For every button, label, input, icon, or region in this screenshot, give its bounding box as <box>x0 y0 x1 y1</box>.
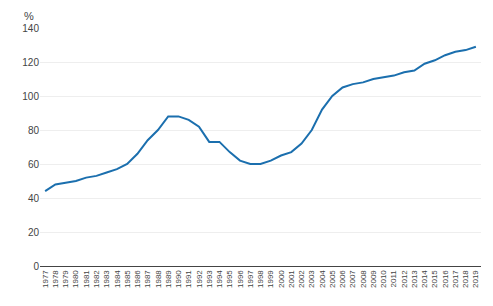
svg-text:2009: 2009 <box>369 270 378 288</box>
svg-text:2012: 2012 <box>400 270 409 288</box>
svg-text:1994: 1994 <box>215 270 224 288</box>
svg-text:1989: 1989 <box>164 270 173 288</box>
svg-text:2008: 2008 <box>359 270 368 288</box>
svg-text:2016: 2016 <box>441 270 450 288</box>
svg-text:1988: 1988 <box>154 270 163 288</box>
svg-text:%: % <box>24 10 34 22</box>
svg-text:1996: 1996 <box>236 270 245 288</box>
svg-text:2003: 2003 <box>307 270 316 288</box>
svg-text:2019: 2019 <box>471 270 480 288</box>
svg-text:2011: 2011 <box>389 270 398 288</box>
svg-text:1995: 1995 <box>225 270 234 288</box>
svg-text:1979: 1979 <box>61 270 70 288</box>
svg-text:140: 140 <box>22 23 39 34</box>
svg-text:2007: 2007 <box>348 270 357 288</box>
svg-text:1997: 1997 <box>246 270 255 288</box>
svg-text:1977: 1977 <box>41 270 50 288</box>
svg-text:2014: 2014 <box>420 270 429 288</box>
svg-text:2002: 2002 <box>297 270 306 288</box>
svg-text:100: 100 <box>22 91 39 102</box>
svg-text:1987: 1987 <box>143 270 152 288</box>
svg-text:1978: 1978 <box>51 270 60 288</box>
svg-text:1983: 1983 <box>102 270 111 288</box>
svg-text:1992: 1992 <box>195 270 204 288</box>
svg-text:2013: 2013 <box>410 270 419 288</box>
svg-text:1993: 1993 <box>205 270 214 288</box>
svg-text:1990: 1990 <box>174 270 183 288</box>
svg-text:0: 0 <box>33 261 39 272</box>
svg-text:1986: 1986 <box>133 270 142 288</box>
svg-text:1991: 1991 <box>184 270 193 288</box>
svg-text:2017: 2017 <box>451 270 460 288</box>
svg-text:2005: 2005 <box>328 270 337 288</box>
svg-text:1984: 1984 <box>113 270 122 288</box>
svg-text:120: 120 <box>22 57 39 68</box>
svg-text:2006: 2006 <box>338 270 347 288</box>
svg-text:2018: 2018 <box>461 270 470 288</box>
svg-text:2000: 2000 <box>277 270 286 288</box>
svg-text:1982: 1982 <box>92 270 101 288</box>
svg-text:1998: 1998 <box>256 270 265 288</box>
svg-text:2010: 2010 <box>379 270 388 288</box>
svg-text:60: 60 <box>28 159 40 170</box>
svg-text:2004: 2004 <box>318 270 327 288</box>
svg-text:1999: 1999 <box>266 270 275 288</box>
svg-text:2001: 2001 <box>287 270 296 288</box>
svg-text:1980: 1980 <box>72 270 81 288</box>
svg-text:20: 20 <box>28 227 40 238</box>
svg-text:1985: 1985 <box>123 270 132 288</box>
svg-text:1981: 1981 <box>82 270 91 288</box>
svg-text:40: 40 <box>28 193 40 204</box>
svg-text:80: 80 <box>28 125 40 136</box>
svg-text:2015: 2015 <box>430 270 439 288</box>
